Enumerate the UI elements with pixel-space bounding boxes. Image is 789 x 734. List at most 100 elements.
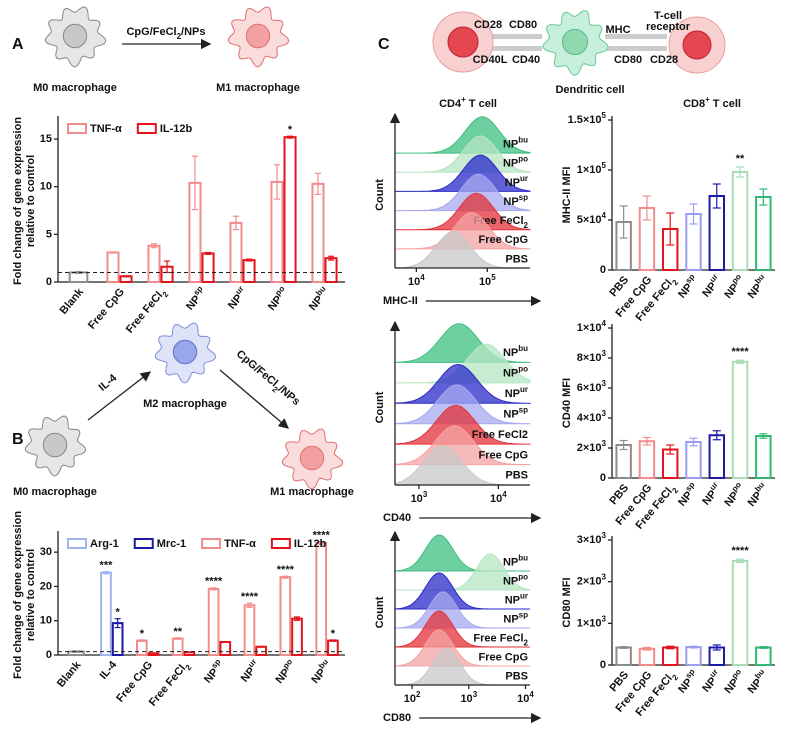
histogram bbox=[394, 135, 531, 173]
x-tick-label-part: NP bbox=[184, 293, 203, 312]
y-tick-label: 15 bbox=[40, 133, 52, 145]
connector bbox=[492, 46, 542, 51]
y-tick-label-part: 3 bbox=[602, 349, 607, 358]
legend-label: Free CpG bbox=[478, 234, 528, 246]
histogram bbox=[394, 173, 531, 212]
cell-label-part: T cell bbox=[710, 98, 741, 110]
legend-label-part: ur bbox=[520, 385, 528, 394]
x-tick-label-part: NP bbox=[273, 667, 292, 686]
legend-label: Arg-1 bbox=[90, 538, 119, 550]
legend-swatch bbox=[67, 123, 87, 134]
cell-nucleus bbox=[682, 30, 712, 60]
bar bbox=[106, 251, 120, 283]
legend-label-part: 2 bbox=[524, 638, 529, 647]
arrow-label-part: /NPs bbox=[181, 26, 205, 38]
cell-label: M0 macrophage bbox=[33, 82, 117, 94]
legend-label: NPsp bbox=[503, 610, 528, 625]
y-tick-label: 30 bbox=[40, 546, 52, 558]
x-tick-label-part: 4 bbox=[502, 490, 507, 499]
histogram bbox=[394, 192, 531, 231]
y-tick-label: 1.5×105 bbox=[568, 111, 607, 126]
x-tick-label: NPbu bbox=[304, 284, 332, 313]
y-tick-label: 1×103 bbox=[577, 614, 607, 629]
arrow-label-part: 2 bbox=[271, 385, 281, 395]
histogram bbox=[394, 154, 531, 192]
bar bbox=[615, 646, 632, 666]
cell-label: M1 macrophage bbox=[270, 486, 354, 498]
legend-label: TNF-α bbox=[224, 538, 256, 550]
y-tick-label-part: 1.5×10 bbox=[568, 114, 602, 126]
x-tick-label-part: Free FeCl bbox=[124, 289, 165, 335]
x-tick-label-part: NP bbox=[239, 665, 258, 684]
y-tick-label: 0 bbox=[600, 659, 606, 671]
bar bbox=[283, 136, 297, 283]
bar bbox=[327, 639, 339, 656]
connector bbox=[492, 34, 542, 39]
bar bbox=[638, 440, 656, 479]
histogram bbox=[394, 610, 530, 648]
x-tick-label-part: 3 bbox=[423, 490, 428, 499]
x-tick-label-part: ur bbox=[246, 657, 258, 669]
x-tick-label: IL-4 bbox=[98, 658, 120, 681]
y-axis-label: Fold change of gene expression bbox=[12, 117, 24, 285]
y-axis-label: Count bbox=[374, 391, 386, 423]
legend-swatch bbox=[201, 538, 222, 549]
bar bbox=[207, 587, 220, 656]
legend-label: NPpo bbox=[503, 572, 528, 587]
x-tick-label: NPsp bbox=[673, 480, 701, 509]
bar bbox=[242, 259, 256, 284]
molecule-label: MHC bbox=[605, 24, 630, 36]
histogram bbox=[394, 572, 530, 610]
x-tick-label-part: 2 bbox=[160, 289, 170, 299]
legend-label: NPsp bbox=[503, 193, 528, 208]
significance: **** bbox=[205, 576, 223, 588]
y-axis-label: relative to control bbox=[25, 155, 37, 247]
y-tick-label-part: 1×10 bbox=[577, 164, 602, 176]
legend-label-part: 2 bbox=[524, 221, 529, 230]
legend-label: PBS bbox=[505, 670, 528, 682]
legend-label-part: NP bbox=[503, 368, 518, 380]
histogram bbox=[394, 384, 531, 425]
cell-label: CD4+ T cell bbox=[439, 95, 497, 110]
y-tick-label-part: 2×10 bbox=[577, 442, 602, 454]
legend-label-part: NP bbox=[503, 575, 518, 587]
legend-swatch bbox=[136, 123, 157, 134]
x-tick-label: NPpo bbox=[720, 667, 748, 696]
legend-label: Free CpG bbox=[478, 449, 528, 461]
x-tick-label: NPur bbox=[698, 480, 725, 508]
x-tick-label-part: 10 bbox=[517, 693, 529, 705]
y-axis-label: Count bbox=[374, 596, 386, 628]
x-axis-label: CD40 bbox=[383, 512, 411, 524]
legend-label-part: NP bbox=[505, 388, 520, 400]
x-tick-label: NPsp bbox=[199, 657, 227, 686]
bar bbox=[324, 257, 338, 284]
x-tick-label-part: 4 bbox=[420, 273, 425, 282]
legend-label-part: NP bbox=[505, 177, 520, 189]
arrow-label-part: /NPs bbox=[276, 383, 302, 408]
x-tick-label-part: 2 bbox=[670, 672, 680, 682]
x-tick-label-part: NP bbox=[700, 488, 719, 507]
significance: * bbox=[288, 124, 293, 136]
x-tick-label-part: 2 bbox=[183, 662, 193, 672]
legend-label: NPur bbox=[505, 385, 528, 400]
significance: **** bbox=[313, 529, 331, 541]
molecule-label: CD40 bbox=[512, 54, 540, 66]
x-tick-label-part: NP bbox=[226, 292, 245, 311]
y-tick-label-part: 4 bbox=[602, 319, 607, 328]
x-tick-label: NPbu bbox=[743, 272, 771, 301]
y-axis-label: CD80 MFI bbox=[561, 577, 573, 627]
molecule-label: receptor bbox=[646, 21, 691, 33]
x-tick-label: NPsp bbox=[673, 272, 701, 301]
legend-label: NPpo bbox=[503, 364, 528, 379]
legend-label-part: NP bbox=[503, 613, 518, 625]
y-tick-label-part: 5 bbox=[602, 111, 607, 120]
legend-label: NPur bbox=[505, 591, 528, 606]
x-tick-label: NPbu bbox=[743, 667, 771, 696]
molecule-label: CD28 bbox=[650, 54, 678, 66]
cell-nucleus bbox=[245, 23, 271, 49]
y-tick-label: 10 bbox=[40, 181, 52, 193]
x-tick-label-part: ur bbox=[707, 667, 719, 679]
x-tick-label: NPpo bbox=[720, 480, 748, 509]
x-tick-label-part: ur bbox=[707, 272, 719, 284]
x-tick-label-part: NP bbox=[746, 490, 765, 509]
